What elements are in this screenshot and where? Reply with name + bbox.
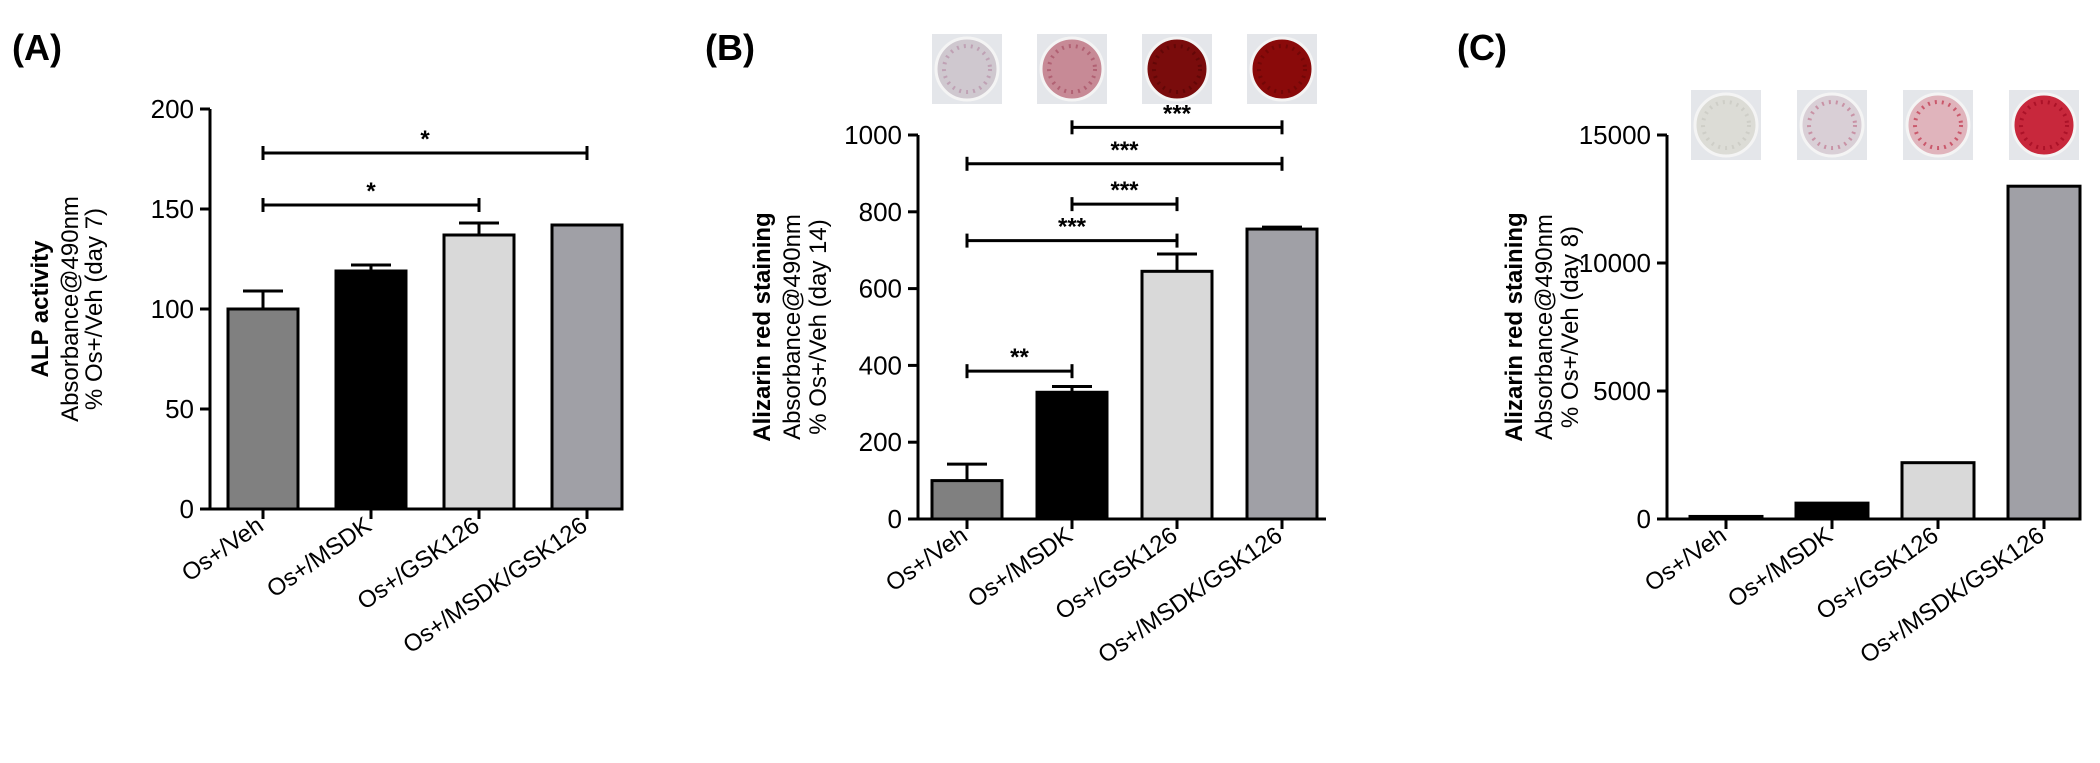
x-tick-label: Os+/MSDK/GSK126: [1855, 522, 2049, 669]
y-axis-title: Alizarin red staining: [1501, 212, 1528, 441]
significance-label: ***: [1110, 137, 1139, 164]
x-tick-label: Os+/Veh: [1640, 522, 1731, 597]
bar: [930, 479, 1004, 521]
y-axis-subtitle: % Os+/Veh (day 7): [81, 208, 108, 410]
y-tick-label: 200: [151, 94, 194, 124]
well-dish: [1905, 92, 1971, 158]
well-dish: [934, 36, 1000, 102]
x-tick-label: Os+/MSDK/GSK126: [398, 512, 592, 659]
well-texture: [942, 44, 992, 94]
well-image: [1903, 90, 1973, 160]
chart-c: 050001000015000Os+/VehOs+/MSDKOs+/GSK126…: [1501, 90, 2082, 669]
bar: [1245, 227, 1319, 521]
bar: [226, 307, 300, 511]
y-tick-label: 1000: [844, 120, 902, 150]
y-tick-label: 15000: [1579, 120, 1651, 150]
y-tick-label: 600: [859, 274, 902, 304]
y-tick-label: 800: [859, 197, 902, 227]
well-texture: [1152, 44, 1202, 94]
y-axis-subtitle: Absorbance@490nm: [779, 214, 806, 440]
y-tick-label: 5000: [1593, 376, 1651, 406]
y-tick-label: 200: [859, 427, 902, 457]
bar: [1794, 501, 1870, 521]
significance-label: *: [420, 126, 430, 153]
y-tick-label: 0: [1637, 504, 1651, 534]
significance-label: *: [366, 178, 376, 205]
y-axis-title: Alizarin red staining: [749, 212, 776, 441]
well-dish: [1249, 36, 1315, 102]
well-texture: [1807, 100, 1857, 150]
y-axis-subtitle: % Os+/Veh (day 8): [1557, 226, 1584, 428]
well-texture: [2019, 100, 2069, 150]
well-texture: [1913, 100, 1963, 150]
y-axis-subtitle: % Os+/Veh (day 14): [805, 219, 832, 434]
well-image: [932, 34, 1002, 104]
y-axis-subtitle: Absorbance@490nm: [57, 196, 84, 422]
y-tick-label: 10000: [1579, 248, 1651, 278]
y-tick-label: 0: [180, 494, 194, 524]
significance-label: ***: [1163, 100, 1192, 127]
significance-label: ***: [1058, 214, 1087, 241]
bar: [1688, 514, 1764, 521]
panel-label-c: (C): [1457, 27, 1507, 68]
bar: [1900, 461, 1976, 521]
y-tick-label: 150: [151, 194, 194, 224]
well-image: [1142, 34, 1212, 104]
y-tick-label: 50: [165, 394, 194, 424]
significance-label: ***: [1110, 177, 1139, 204]
well-dish: [1144, 36, 1210, 102]
well-dish: [1693, 92, 1759, 158]
y-tick-label: 0: [888, 504, 902, 534]
well-image: [1797, 90, 1867, 160]
bar: [442, 233, 516, 511]
panel-label-b: (B): [705, 27, 755, 68]
y-axis-subtitle: Absorbance@490nm: [1531, 214, 1558, 440]
well-image: [1247, 34, 1317, 104]
well-image: [1691, 90, 1761, 160]
well-dish: [1039, 36, 1105, 102]
well-texture: [1047, 44, 1097, 94]
bar: [2006, 184, 2082, 521]
significance-label: **: [1010, 344, 1029, 371]
well-image: [2009, 90, 2079, 160]
well-texture: [1257, 44, 1307, 94]
x-tick-label: Os+/MSDK/GSK126: [1093, 522, 1287, 669]
y-axis-title: ALP activity: [27, 240, 54, 378]
panel-label-a: (A): [12, 27, 62, 68]
well-texture: [1701, 100, 1751, 150]
bar: [1140, 269, 1214, 521]
chart-b: 02004006008001000Os+/VehOs+/MSDKOs+/GSK1…: [749, 34, 1326, 669]
bar: [334, 269, 408, 511]
y-tick-label: 400: [859, 350, 902, 380]
well-dish: [1799, 92, 1865, 158]
bar: [1035, 390, 1109, 521]
chart-a: 050100150200Os+/VehOs+/MSDKOs+/GSK126Os+…: [27, 94, 624, 659]
well-image: [1037, 34, 1107, 104]
bar: [550, 223, 624, 511]
well-dish: [2011, 92, 2077, 158]
y-tick-label: 100: [151, 294, 194, 324]
